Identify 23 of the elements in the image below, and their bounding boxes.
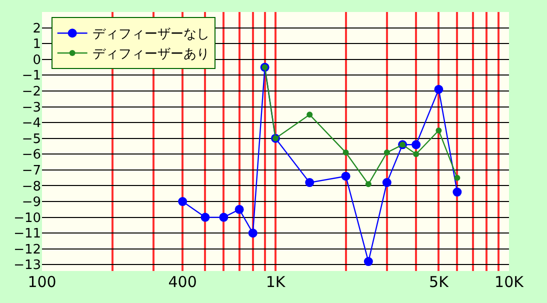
y-tick-label: −6 xyxy=(22,148,41,163)
y-tick-label: −13 xyxy=(14,258,41,274)
y-tick-label: −1 xyxy=(22,68,41,84)
y-tick-label: −10 xyxy=(14,210,41,226)
y-tick-label: −5 xyxy=(22,132,41,147)
x-tick-label: 100 xyxy=(28,273,56,291)
x-tick-label: 5K xyxy=(429,273,450,291)
y-tick-label: −3 xyxy=(22,100,41,116)
y-tick-label: −8 xyxy=(22,179,41,194)
y-tick-label: −7 xyxy=(22,163,41,178)
legend-label: ディフィーザーなし xyxy=(92,27,210,42)
x-tick-label: 1K xyxy=(266,273,286,291)
y-tick-label: −11 xyxy=(14,226,41,242)
y-tick-label: 0 xyxy=(32,52,41,68)
y-tick-label: −2 xyxy=(22,84,41,100)
y-tick-label: −4 xyxy=(22,116,41,132)
y-tick-label: 2 xyxy=(32,21,41,36)
y-tick-label: −9 xyxy=(22,195,41,210)
y-tick-label: 1 xyxy=(32,37,41,52)
x-tick-label: 10K xyxy=(494,273,525,291)
y-tick-label: −12 xyxy=(14,242,41,258)
legend-label: ディフィーザーあり xyxy=(92,47,210,62)
x-tick-label: 400 xyxy=(168,273,197,291)
